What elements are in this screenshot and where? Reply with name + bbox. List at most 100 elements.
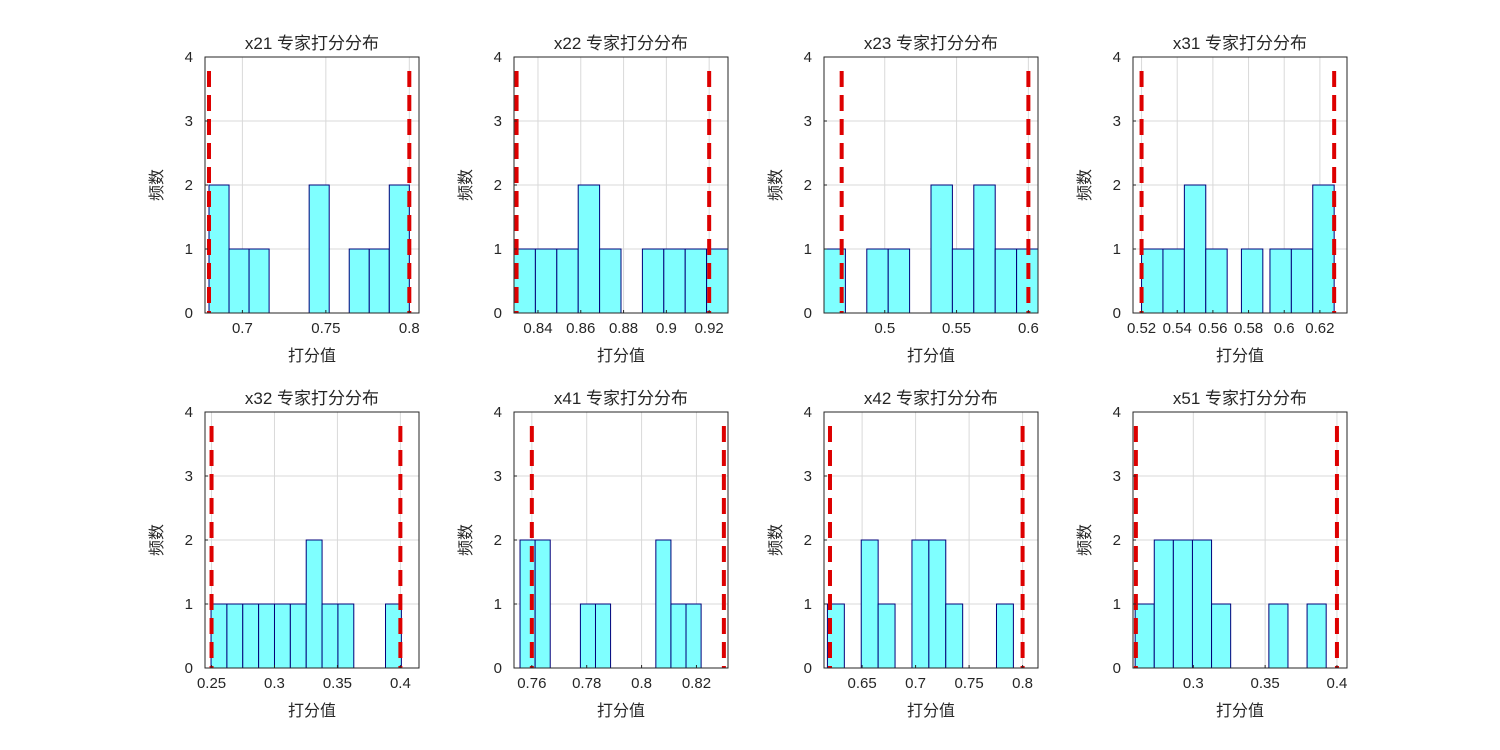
x-axis-label: 打分值 <box>288 347 336 365</box>
x-tick-label: 0.56 <box>1198 320 1227 337</box>
y-tick-label: 1 <box>494 241 502 258</box>
x-tick-label: 0.3 <box>1183 675 1204 692</box>
y-tick-label: 2 <box>494 177 502 194</box>
histogram-bar <box>348 248 370 314</box>
y-tick-labels: 0 1 2 3 4 <box>185 49 208 322</box>
histogram-bar <box>579 603 596 669</box>
x-tick-label: 0.58 <box>1234 320 1263 337</box>
histogram-bar <box>208 184 230 314</box>
x-tick-label: 0.55 <box>942 320 971 337</box>
histogram-bar <box>1172 539 1193 669</box>
histogram-bar <box>1016 248 1039 314</box>
y-tick-label: 3 <box>494 113 502 130</box>
x-tick-label: 0.54 <box>1163 320 1192 337</box>
x-tick-label: 0.82 <box>682 675 711 692</box>
x-tick-labels: 0.25 0.3 0.35 0.4 <box>197 665 411 692</box>
x-tick-label: 0.9 <box>656 320 677 337</box>
histogram-bar <box>1290 248 1314 314</box>
histogram-bar <box>973 184 996 314</box>
x-tick-label: 0.52 <box>1127 320 1156 337</box>
histogram-bar <box>556 248 579 314</box>
chart-title: x32 专家打分分布 <box>245 389 379 408</box>
y-tick-label: 4 <box>494 49 502 66</box>
y-tick-labels: 0 1 2 3 4 <box>804 49 827 322</box>
x-tick-labels: 0.7 0.75 0.8 <box>232 310 420 337</box>
x-tick-label: 0.8 <box>1012 675 1033 692</box>
x-tick-label: 0.35 <box>1251 675 1280 692</box>
x-tick-label: 0.78 <box>572 675 601 692</box>
y-tick-labels: 0 1 2 3 4 <box>1113 404 1136 677</box>
histogram-bar <box>1268 603 1289 669</box>
x-tick-label: 0.86 <box>566 320 595 337</box>
y-tick-labels: 0 1 2 3 4 <box>185 404 208 677</box>
histogram-bars <box>1141 184 1335 314</box>
histogram-bars <box>826 539 1014 669</box>
y-tick-label: 3 <box>1113 468 1121 485</box>
x-tick-label: 0.7 <box>905 675 926 692</box>
y-tick-label: 2 <box>804 177 812 194</box>
x-axis-label: 打分值 <box>907 702 955 720</box>
histogram-bar <box>655 539 672 669</box>
histogram-bar <box>1269 248 1292 314</box>
y-axis-label: 频数 <box>148 524 166 556</box>
y-tick-label: 1 <box>494 596 502 613</box>
histogram-bar <box>1240 248 1264 314</box>
x-axis-label: 打分值 <box>597 702 645 720</box>
histogram-bar <box>305 539 323 669</box>
x-tick-label: 0.4 <box>1327 675 1348 692</box>
histogram-bar <box>684 248 708 314</box>
y-tick-label: 2 <box>185 532 193 549</box>
histogram-bar <box>670 603 687 669</box>
y-tick-label: 0 <box>804 305 812 322</box>
y-tick-label: 3 <box>185 468 193 485</box>
x-tick-labels: 0.5 0.55 0.6 <box>874 310 1039 337</box>
x-tick-label: 0.8 <box>399 320 420 337</box>
x-tick-labels: 0.84 0.86 0.88 0.9 0.92 <box>523 310 724 337</box>
histogram-bar <box>911 539 930 669</box>
histogram-bar <box>388 184 410 314</box>
histogram-bars <box>823 184 1039 314</box>
histogram-bar <box>887 248 911 314</box>
histogram-bar <box>1162 248 1185 314</box>
histogram-bar <box>1153 539 1174 669</box>
y-tick-label: 4 <box>494 404 502 421</box>
x-tick-label: 0.8 <box>631 675 652 692</box>
chart-title: x22 专家打分分布 <box>554 34 688 53</box>
histogram-bar <box>534 539 551 669</box>
y-tick-label: 1 <box>1113 596 1121 613</box>
histogram-bar <box>1141 248 1164 314</box>
y-tick-label: 2 <box>1113 177 1121 194</box>
y-axis-label: 频数 <box>1076 524 1094 556</box>
y-tick-labels: 0 1 2 3 4 <box>494 404 517 677</box>
x-tick-labels: 0.3 0.35 0.4 <box>1183 665 1347 692</box>
x-tick-label: 0.7 <box>232 320 253 337</box>
y-tick-label: 0 <box>494 305 502 322</box>
histogram-bar <box>308 184 330 314</box>
y-tick-label: 2 <box>185 177 193 194</box>
x-axis-label: 打分值 <box>288 702 336 720</box>
histogram-bar <box>226 603 244 669</box>
y-tick-label: 4 <box>804 404 812 421</box>
x-axis-label: 打分值 <box>907 347 955 365</box>
histogram-bar <box>368 248 390 314</box>
histogram-bar <box>1183 184 1207 314</box>
y-axis-label: 频数 <box>1076 169 1094 201</box>
x-axis-label: 打分值 <box>597 347 645 365</box>
chart-title: x42 专家打分分布 <box>864 389 998 408</box>
x-tick-label: 0.88 <box>609 320 638 337</box>
y-tick-label: 4 <box>804 49 812 66</box>
x-tick-label: 0.35 <box>323 675 352 692</box>
histogram-bar <box>860 539 879 669</box>
histogram-bar <box>823 248 846 314</box>
histogram-bar <box>594 603 612 669</box>
histogram-bar <box>242 603 260 669</box>
histogram-bar <box>273 603 291 669</box>
x-tick-label: 0.62 <box>1305 320 1334 337</box>
histogram-bar <box>945 603 964 669</box>
y-tick-label: 0 <box>185 660 193 677</box>
histogram-bar <box>289 603 307 669</box>
